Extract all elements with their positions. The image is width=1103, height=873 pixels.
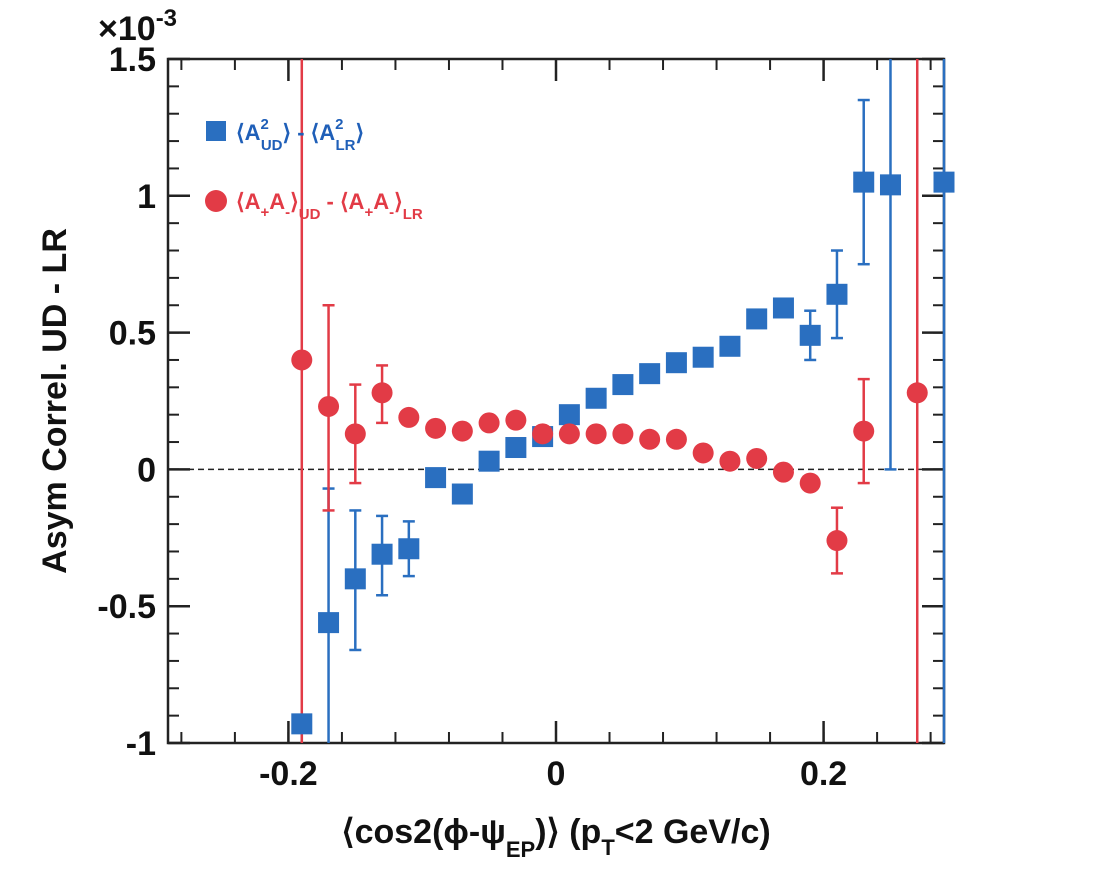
y-tick-label: 0: [137, 451, 156, 489]
data-point-circle: [318, 395, 340, 417]
data-point-circle: [291, 349, 313, 371]
data-point-circle: [772, 461, 794, 483]
y-multiplier-exponent: -3: [156, 5, 177, 32]
data-point-square: [665, 352, 687, 374]
y-tick-label: 0.5: [109, 315, 156, 353]
y-multiplier: ×10-3: [98, 5, 177, 48]
data-point-square: [344, 568, 366, 590]
data-point-circle: [532, 423, 554, 445]
data-point-circle: [692, 442, 714, 464]
data-point-square: [612, 374, 634, 396]
data-point-circle: [639, 428, 661, 450]
data-point-square: [318, 612, 340, 634]
data-point-circle: [505, 409, 527, 431]
y-tick-label: 1: [137, 178, 156, 216]
data-point-square: [853, 171, 875, 193]
data-point-square: [826, 283, 848, 305]
y-tick-label: 1.5: [109, 41, 156, 79]
data-point-square: [799, 324, 821, 346]
data-point-circle: [612, 423, 634, 445]
x-axis-title: ⟨cos2(ϕ-ψEP)⟩ (pT<2 GeV/c): [341, 813, 770, 862]
data-point-square: [746, 308, 768, 330]
data-point-circle: [853, 420, 875, 442]
data-point-square: [505, 437, 527, 459]
data-point-square: [425, 467, 447, 489]
data-point-circle: [719, 450, 741, 472]
data-point-circle: [906, 382, 928, 404]
legend-label-series-2: ⟨A+A-⟩UD - ⟨A+A-⟩LR: [236, 189, 423, 223]
y-tick-label: -1: [126, 725, 156, 763]
plot-frame: [166, 57, 946, 745]
data-point-circle: [799, 472, 821, 494]
data-point-circle: [826, 530, 848, 552]
data-point-circle: [344, 423, 366, 445]
data-point-square: [879, 174, 901, 196]
data-point-square: [639, 363, 661, 385]
data-point-square: [692, 346, 714, 368]
legend-marker-square: [206, 121, 226, 141]
data-point-circle: [425, 417, 447, 439]
data-point-square: [371, 543, 393, 565]
x-tick-label: -0.2: [259, 755, 318, 793]
legend: ⟨A2 UD⟩ - ⟨A2 LR⟩ ⟨A+A-⟩UD - ⟨A+A-⟩LR: [205, 116, 423, 223]
data-point-circle: [558, 423, 580, 445]
legend-marker-circle: [205, 190, 227, 212]
x-tick-label: 0.2: [800, 755, 847, 793]
x-tick-label: 0: [547, 755, 566, 793]
data-point-square: [398, 538, 420, 560]
data-point-circle: [398, 406, 420, 428]
data-point-circle: [451, 420, 473, 442]
data-point-circle: [371, 382, 393, 404]
data-point-square: [933, 171, 955, 193]
data-point-circle: [585, 423, 607, 445]
y-tick-label: -0.5: [97, 588, 156, 626]
data-point-square: [772, 297, 794, 319]
data-point-square: [558, 404, 580, 426]
data-point-circle: [665, 428, 687, 450]
data-point-square: [291, 713, 313, 735]
data-point-square: [719, 335, 741, 357]
data-point-circle: [746, 447, 768, 469]
data-point-square: [451, 483, 473, 505]
data-point-square: [585, 387, 607, 409]
y-axis-title: Asym Correl. UD - LR: [36, 228, 74, 574]
legend-label-series-1: ⟨A2 UD⟩ - ⟨A2 LR⟩: [236, 116, 364, 154]
data-point-square: [478, 450, 500, 472]
data-point-circle: [478, 412, 500, 434]
